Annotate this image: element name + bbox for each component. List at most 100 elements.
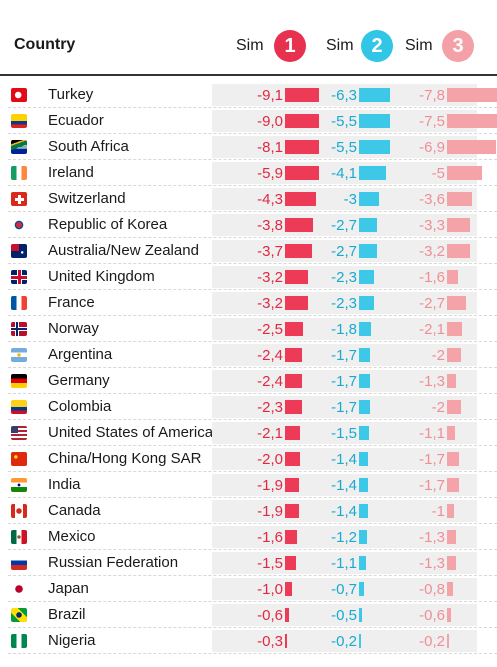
sim-2-cell: -1,2 [319,526,390,548]
sim-3-value: -1,3 [419,529,445,546]
cell-background [319,500,390,522]
sim-1-cell: -9,0 [212,110,350,132]
canada-flag-icon [11,504,27,518]
cell-background [319,630,390,652]
sim-3-bar [447,244,470,258]
sim-2-number-badge: 2 [361,30,393,62]
sim-1-bar [285,426,300,440]
sim-2-cell: -0,5 [319,604,390,626]
cell-background [390,604,477,626]
sim-1-label: Sim [236,37,264,54]
sim-2-value: -1,1 [331,555,357,572]
sim-2-bar [359,322,371,336]
row-divider [8,159,497,160]
table-row: United Kingdom -3,2 -2,3 -1,6 [0,264,497,290]
sim-1-cell: -3,8 [212,214,319,236]
sim-1-bar [285,608,289,622]
sim-1-value: -8,1 [257,139,283,156]
sim-2-value: -3 [343,191,357,208]
sim-2-cell: -1,4 [319,448,390,470]
sim-3-bar [447,192,472,206]
sim-3-cell: -5 [390,162,482,184]
ecuador-flag-icon [11,114,27,128]
row-divider [8,549,497,550]
sim-3-bar [447,426,455,440]
row-divider [8,315,497,316]
sim-3-value: -0,2 [419,633,445,650]
sim-3-cell: -6,9 [390,136,496,158]
country-name: Argentina [48,346,113,363]
sim-3-bar [447,452,459,466]
table-row: United States of America -2,1 -1,5 -1,1 [0,420,497,446]
sim-1-cell: -2,0 [212,448,319,470]
sim-3-bar [447,218,470,232]
sim-3-cell: -7,5 [390,110,497,132]
sim-1-value: -5,9 [257,165,283,182]
country-name: Mexico [48,528,96,545]
sim-2-value: -2,3 [331,295,357,312]
sim-2-cell: -2,3 [319,292,390,314]
sim-3-cell: -1,3 [390,526,477,548]
table-row: China/Hong Kong SAR -2,0 -1,4 -1,7 [0,446,497,472]
sim-2-value: -1,5 [331,425,357,442]
sim-3-cell: -2 [390,396,477,418]
sim-3-bar [447,634,449,648]
sim-1-bar [285,296,308,310]
table-row: Brazil -0,6 -0,5 -0,6 [0,602,497,628]
sim-1-value: -1,0 [257,581,283,598]
sim-2-header: Sim 2 [326,30,401,62]
cell-background [319,604,390,626]
sim-3-number-badge: 3 [442,30,474,62]
sim-3-cell: -1,3 [390,370,477,392]
sim-2-bar [359,244,377,258]
sim-1-cell: -2,1 [212,422,319,444]
sim-1-cell: -1,6 [212,526,319,548]
france-flag-icon [11,296,27,310]
sim-3-cell: -2,1 [390,318,477,340]
sim-2-bar [359,452,368,466]
sim-3-value: -1,1 [419,425,445,442]
brazil-flag-icon [11,608,27,622]
sim-3-bar [447,322,462,336]
sim-2-bar [359,140,395,154]
country-name: India [48,476,81,493]
country-name: France [48,294,95,311]
country-name: Russian Federation [48,554,179,571]
korea-flag-icon [11,218,27,232]
sim-2-value: -1,8 [331,321,357,338]
sim-3-bar [447,140,496,154]
sim-2-cell: -3 [319,188,390,210]
table-row: Russian Federation -1,5 -1,1 -1,3 [0,550,497,576]
row-divider [8,289,497,290]
sim-2-bar [359,88,400,102]
india-flag-icon [11,478,27,492]
sim-3-value: -1 [431,503,445,520]
country-name: United States of America [48,424,214,441]
sim-2-bar [359,582,364,596]
sim-3-value: -1,7 [419,477,445,494]
germany-flag-icon [11,374,27,388]
table-row: Canada -1,9 -1,4 -1 [0,498,497,524]
turkey-flag-icon [11,88,27,102]
sim-1-cell: -2,4 [212,344,319,366]
sim-1-value: -1,9 [257,477,283,494]
sim-1-value: -1,5 [257,555,283,572]
cell-background [212,630,319,652]
sim-2-bar [359,400,370,414]
sim-3-cell: -0,8 [390,578,477,600]
sim-1-bar [285,452,300,466]
table-row: Mexico -1,6 -1,2 -1,3 [0,524,497,550]
sim-1-cell: -4,3 [212,188,319,210]
sim-3-cell: -1 [390,500,477,522]
sim-2-value: -1,2 [331,529,357,546]
country-name: Germany [48,372,110,389]
sim-1-cell: -3,2 [212,266,319,288]
sim-1-value: -1,6 [257,529,283,546]
row-divider [8,523,497,524]
country-column-header: Country [14,36,76,53]
row-divider [8,653,497,654]
sim-3-value: -2 [431,399,445,416]
cell-background [319,474,390,496]
sim-2-cell: -1,4 [319,474,390,496]
row-divider [8,367,497,368]
